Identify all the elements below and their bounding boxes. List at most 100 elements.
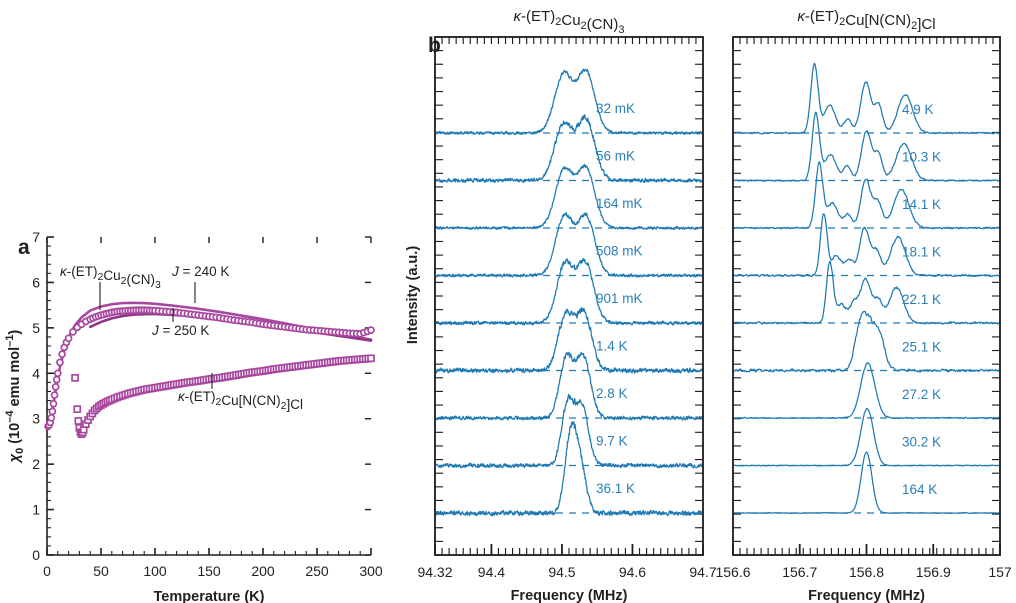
svg-text:Intensity (a.u.): Intensity (a.u.) bbox=[405, 246, 421, 344]
trace-label: 30.2 K bbox=[902, 435, 941, 450]
x-tick-label: 94.7 bbox=[689, 564, 716, 580]
trace-label: 14.1 K bbox=[902, 197, 941, 212]
panel-b-left-title: κ-(ET)2Cu2(CN)3 bbox=[514, 8, 625, 36]
x-tick-label: 150 bbox=[197, 563, 221, 579]
data-point bbox=[69, 328, 77, 336]
plot-frame-top bbox=[732, 36, 1001, 556]
plot-frame bbox=[732, 36, 1001, 556]
x-tick-label: 94.6 bbox=[619, 564, 646, 580]
trace-label: 508 mK bbox=[596, 244, 643, 259]
y-tick-label: 5 bbox=[32, 320, 40, 336]
x-tick-label: 156.9 bbox=[916, 564, 951, 580]
data-point bbox=[367, 326, 375, 334]
x-tick-label: 156.6 bbox=[715, 564, 750, 580]
nmr-trace bbox=[732, 111, 1001, 182]
nmr-trace bbox=[732, 62, 1001, 135]
panel-a-letter: a bbox=[18, 236, 30, 259]
data-point bbox=[56, 358, 64, 367]
panel-b-right: κ-(ET)2Cu[N(CN)2]Cl 156.6 156.7 156.8 156.9 1… bbox=[715, 8, 1011, 603]
trace-label: 18.1 K bbox=[902, 245, 941, 260]
nmr-trace bbox=[732, 310, 1001, 373]
x-tick-label: 300 bbox=[359, 563, 383, 579]
panel-a-ylabel: χ0 (10–4 emu mol–1) bbox=[4, 330, 26, 465]
data-point bbox=[47, 413, 56, 422]
panel-b-ylabel: Intensity (a.u.) bbox=[405, 246, 421, 344]
plot-frame-top bbox=[434, 36, 704, 556]
trace-label: 25.1 K bbox=[902, 340, 941, 355]
data-point bbox=[49, 399, 58, 408]
trace-label: 164 mK bbox=[596, 196, 643, 211]
nmr-trace bbox=[434, 393, 704, 469]
x-tick-label: 157 bbox=[988, 564, 1012, 580]
trace-label: 27.2 K bbox=[902, 387, 941, 402]
data-point bbox=[367, 354, 375, 363]
y-tick-label: 7 bbox=[32, 229, 40, 245]
data-point bbox=[74, 417, 83, 425]
nmr-trace bbox=[732, 260, 1001, 325]
nmr-trace bbox=[434, 114, 704, 184]
trace-label: 4.9 K bbox=[902, 102, 934, 117]
y-tick-label: 0 bbox=[32, 547, 40, 563]
plot-frame bbox=[434, 36, 704, 556]
x-tick-label: 50 bbox=[93, 563, 109, 579]
data-point bbox=[53, 369, 62, 378]
trace-label: 9.7 K bbox=[596, 434, 628, 449]
y-tick-label: 4 bbox=[32, 365, 40, 381]
curve-label-cn3: κ-(ET)2Cu2(CN)3 bbox=[60, 264, 161, 291]
trace-label: 164 K bbox=[902, 482, 937, 497]
x-tick-label: 94.32 bbox=[417, 564, 452, 580]
y-tick-label: 2 bbox=[32, 456, 40, 472]
trace-label: 36.1 K bbox=[596, 481, 635, 496]
data-point bbox=[48, 407, 57, 416]
panel-a: 0 1 2 3 4 5 6 7 0 50 100 150 200 250 300 a χ0 (10–4 emu … bbox=[4, 229, 383, 603]
nmr-trace bbox=[434, 421, 704, 517]
x-tick-label: 94.5 bbox=[548, 564, 575, 580]
nmr-trace bbox=[434, 163, 704, 230]
data-point bbox=[73, 405, 82, 414]
nmr-trace bbox=[434, 307, 704, 374]
nmr-trace bbox=[732, 161, 1001, 230]
x-tick-label: 100 bbox=[143, 563, 167, 579]
data-point bbox=[52, 375, 61, 384]
y-tick-label: 3 bbox=[32, 411, 40, 427]
data-point bbox=[64, 334, 73, 343]
fit-label-j250: J = 250 K bbox=[151, 323, 209, 338]
panel-a-annotations: κ-(ET)2Cu2(CN)3 J = 240 K J = 250 K κ-(ET)2… bbox=[60, 264, 303, 412]
panel-b-left: κ-(ET)2Cu2(CN)3 94.32 94.4 94.5 94.6 94.7 Freq… bbox=[417, 8, 716, 603]
nmr-trace bbox=[434, 257, 704, 326]
panel-b-right-title: κ-(ET)2Cu[N(CN)2]Cl bbox=[797, 8, 935, 33]
panel-a-xlabel: Temperature (K) bbox=[154, 589, 265, 603]
panel-b-right-xlabel: Frequency (MHz) bbox=[808, 588, 925, 603]
x-tick-label: 0 bbox=[43, 563, 51, 579]
x-tick-label: 250 bbox=[305, 563, 329, 579]
nmr-trace bbox=[732, 213, 1001, 278]
trace-label: 1.4 K bbox=[596, 339, 628, 354]
trace-label: 56 mK bbox=[596, 149, 635, 164]
x-tick-label: 156.7 bbox=[782, 564, 817, 580]
panel-b-left-xlabel: Frequency (MHz) bbox=[511, 588, 628, 603]
fit-label-j240: J = 240 K bbox=[171, 264, 229, 279]
x-tick-label: 94.4 bbox=[478, 564, 505, 580]
nmr-trace bbox=[434, 212, 704, 278]
svg-text:χ0 (10–4 emu mol–1): χ0 (10–4 emu mol–1) bbox=[4, 330, 26, 465]
trace-label: 22.1 K bbox=[902, 292, 941, 307]
trace-label: 32 mK bbox=[596, 101, 635, 116]
nmr-trace bbox=[732, 361, 1001, 420]
data-point bbox=[50, 391, 59, 399]
trace-label: 2.8 K bbox=[596, 386, 628, 401]
x-tick-label: 156.8 bbox=[849, 564, 884, 580]
data-point bbox=[51, 383, 60, 391]
trace-label: 901 mK bbox=[596, 291, 643, 306]
nmr-trace bbox=[732, 451, 1001, 515]
y-tick-label: 6 bbox=[32, 274, 40, 290]
nmr-trace bbox=[434, 68, 704, 136]
nmr-trace bbox=[434, 351, 704, 421]
y-tick-label: 1 bbox=[32, 502, 40, 518]
trace-label: 10.3 K bbox=[902, 150, 941, 165]
x-tick-label: 200 bbox=[251, 563, 275, 579]
nmr-trace bbox=[732, 407, 1001, 467]
data-point bbox=[71, 373, 79, 382]
